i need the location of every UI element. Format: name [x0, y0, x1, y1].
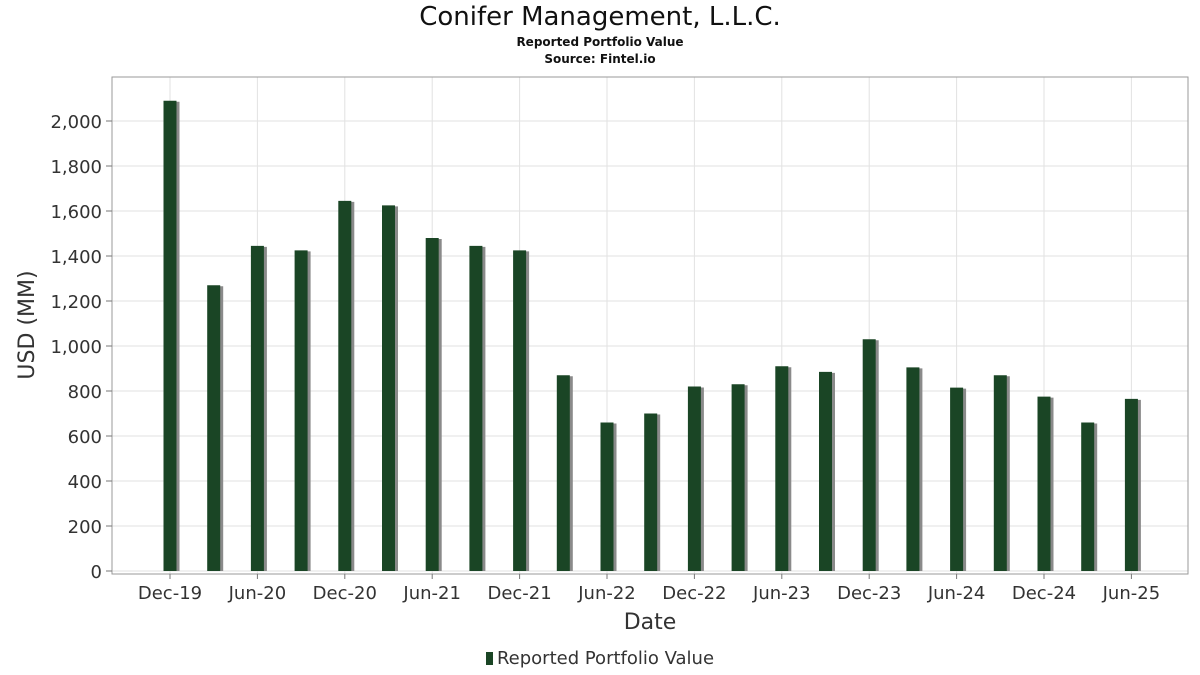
- bar: [993, 375, 1007, 571]
- y-tick-label: 1,200: [50, 292, 102, 313]
- x-axis-label: Date: [624, 610, 677, 635]
- bar: [731, 384, 745, 571]
- x-tick-label: Dec-20: [313, 583, 377, 604]
- bar: [513, 250, 527, 571]
- x-tick-label: Jun-20: [228, 583, 287, 604]
- chart-title: Conifer Management, L.L.C.: [419, 2, 781, 32]
- bar: [644, 413, 658, 571]
- bar: [294, 250, 308, 571]
- bar: [250, 245, 264, 571]
- legend-swatch: [485, 652, 493, 665]
- x-tick-label: Jun-21: [402, 583, 461, 604]
- bar: [950, 387, 964, 571]
- bars: [163, 100, 1141, 571]
- x-tick-label: Jun-22: [577, 583, 636, 604]
- y-axis-ticks: 0 200 400 600 800 1,000 1,200 1,400 1,600 1,800 2,…: [50, 112, 112, 583]
- bar: [382, 205, 395, 571]
- bar: [819, 371, 832, 571]
- x-tick-label: Dec-21: [487, 583, 551, 604]
- bar: [906, 367, 920, 571]
- legend-label: Reported Portfolio Value: [496, 648, 715, 669]
- bar: [862, 339, 876, 571]
- bar: [425, 238, 439, 571]
- bar: [556, 375, 570, 571]
- bar: [687, 386, 701, 571]
- y-tick-label: 800: [68, 382, 102, 403]
- bar: [1124, 398, 1138, 571]
- x-tick-label: Dec-23: [837, 583, 901, 604]
- y-tick-label: 0: [91, 562, 102, 583]
- y-tick-label: 600: [68, 427, 102, 448]
- x-tick-label: Jun-24: [927, 583, 986, 604]
- y-tick-label: 200: [68, 517, 102, 538]
- y-tick-label: 1,800: [50, 157, 102, 178]
- y-tick-label: 1,600: [50, 202, 102, 223]
- bar: [775, 366, 789, 571]
- y-tick-label: 2,000: [50, 112, 102, 133]
- bar: [163, 100, 177, 571]
- bar: [1037, 396, 1051, 571]
- y-tick-label: 1,000: [50, 337, 102, 358]
- bar: [600, 422, 614, 571]
- chart-source: Source: Fintel.io: [544, 52, 656, 66]
- chart-subtitle: Reported Portfolio Value: [516, 35, 684, 49]
- x-axis-ticks: Dec-19 Jun-20 Dec-20 Jun-21 Dec-21 Jun-22 Dec-…: [138, 574, 1160, 604]
- y-axis-label: USD (MM): [15, 270, 40, 379]
- legend: Reported Portfolio Value: [0, 648, 1200, 669]
- y-tick-label: 400: [68, 472, 102, 493]
- bar: [1081, 422, 1095, 571]
- plot-area-border: [111, 76, 1189, 575]
- x-tick-label: Dec-22: [662, 583, 726, 604]
- x-tick-label: Jun-23: [752, 583, 811, 604]
- bar: [469, 245, 483, 571]
- bar: [338, 200, 352, 571]
- x-tick-label: Jun-25: [1102, 583, 1161, 604]
- bar: [207, 285, 221, 571]
- y-tick-label: 1,400: [50, 247, 102, 268]
- x-tick-label: Dec-19: [138, 583, 202, 604]
- x-tick-label: Dec-24: [1012, 583, 1076, 604]
